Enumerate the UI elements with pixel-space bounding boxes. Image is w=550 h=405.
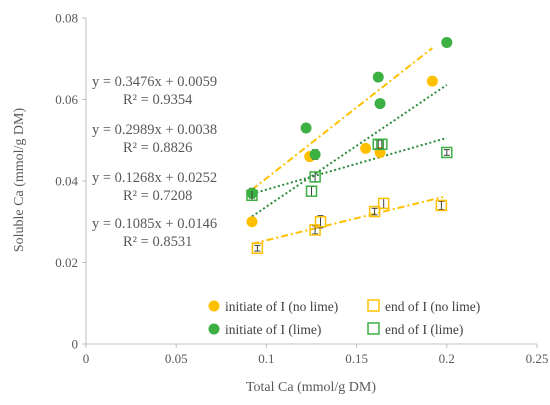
trendline-4 [251, 137, 448, 195]
data-point-circle [309, 149, 321, 161]
trendline-2 [251, 195, 444, 245]
equation-4: y = 0.1085x + 0.0146 [92, 216, 217, 232]
legend-label-initiate-lime: initiate of I (lime) [225, 322, 321, 337]
legend-label-initiate-no-lime: initiate of I (no lime) [225, 299, 338, 314]
legend-marker-initiate-lime [208, 323, 220, 335]
x-axis-title: Total Ca (mmol/g DM) [246, 380, 376, 395]
x-tick-label: 0.15 [345, 351, 368, 366]
r-squared-1: R² = 0.9354 [123, 92, 193, 108]
data-point-square [314, 216, 327, 228]
data-point-circle [374, 98, 386, 110]
data-point-circle [426, 75, 438, 87]
r-squared-4: R² = 0.8531 [123, 234, 192, 250]
r-squared-2: R² = 0.8826 [123, 140, 192, 156]
trendline-3 [251, 84, 448, 218]
data-point-square [441, 146, 453, 159]
equation-2: y = 0.2989x + 0.0038 [92, 122, 217, 138]
legend-marker-end-lime [367, 322, 380, 335]
legend-marker-initiate-no-lime [208, 300, 220, 312]
y-tick-label: 0.08 [55, 11, 78, 26]
legend-label-end-no-lime: end of I (no lime) [385, 299, 480, 314]
x-tick-label: 0.1 [258, 351, 274, 366]
data-point-circle [441, 36, 453, 48]
x-tick-label: 0.25 [526, 351, 549, 366]
legend-marker-end-no-lime [367, 299, 380, 312]
chart-legend: initiate of I (no lime) end of I (no lim… [208, 299, 480, 337]
chart-axes: 0 0.05 0.1 0.15 0.2 0.25 0 0.02 0.04 0.06 0.08 [55, 11, 548, 367]
equation-3: y = 0.1268x + 0.0252 [92, 170, 217, 186]
x-tick-label: 0 [83, 351, 90, 366]
chart-points [246, 36, 453, 254]
data-point-circle [246, 216, 258, 228]
data-point-circle [300, 122, 312, 134]
data-point-square [251, 242, 264, 254]
data-point-circle [372, 71, 384, 83]
y-tick-label: 0.04 [55, 174, 78, 189]
x-tick-label: 0.2 [439, 351, 455, 366]
data-point-square [246, 189, 258, 202]
data-point-square [377, 197, 390, 210]
y-axis-title: Soluble Ca (mmol/g DM) [12, 108, 27, 253]
r-squared-3: R² = 0.7208 [123, 188, 192, 204]
trendline-equations: y = 0.3476x + 0.0059 R² = 0.9354 y = 0.2… [92, 74, 217, 250]
y-tick-label: 0.06 [55, 92, 78, 107]
equation-1: y = 0.3476x + 0.0059 [92, 74, 217, 90]
chart-trendlines [251, 47, 448, 245]
data-point-square [368, 205, 381, 218]
data-point-square [376, 138, 388, 151]
y-tick-label: 0 [72, 337, 79, 352]
legend-label-end-lime: end of I (lime) [385, 322, 463, 337]
x-tick-label: 0.05 [165, 351, 188, 366]
data-point-square [309, 171, 321, 183]
data-point-square [305, 185, 318, 197]
y-tick-label: 0.02 [55, 255, 78, 270]
trendline-1 [251, 47, 433, 191]
data-point-circle [360, 142, 372, 154]
data-point-square [435, 199, 448, 212]
